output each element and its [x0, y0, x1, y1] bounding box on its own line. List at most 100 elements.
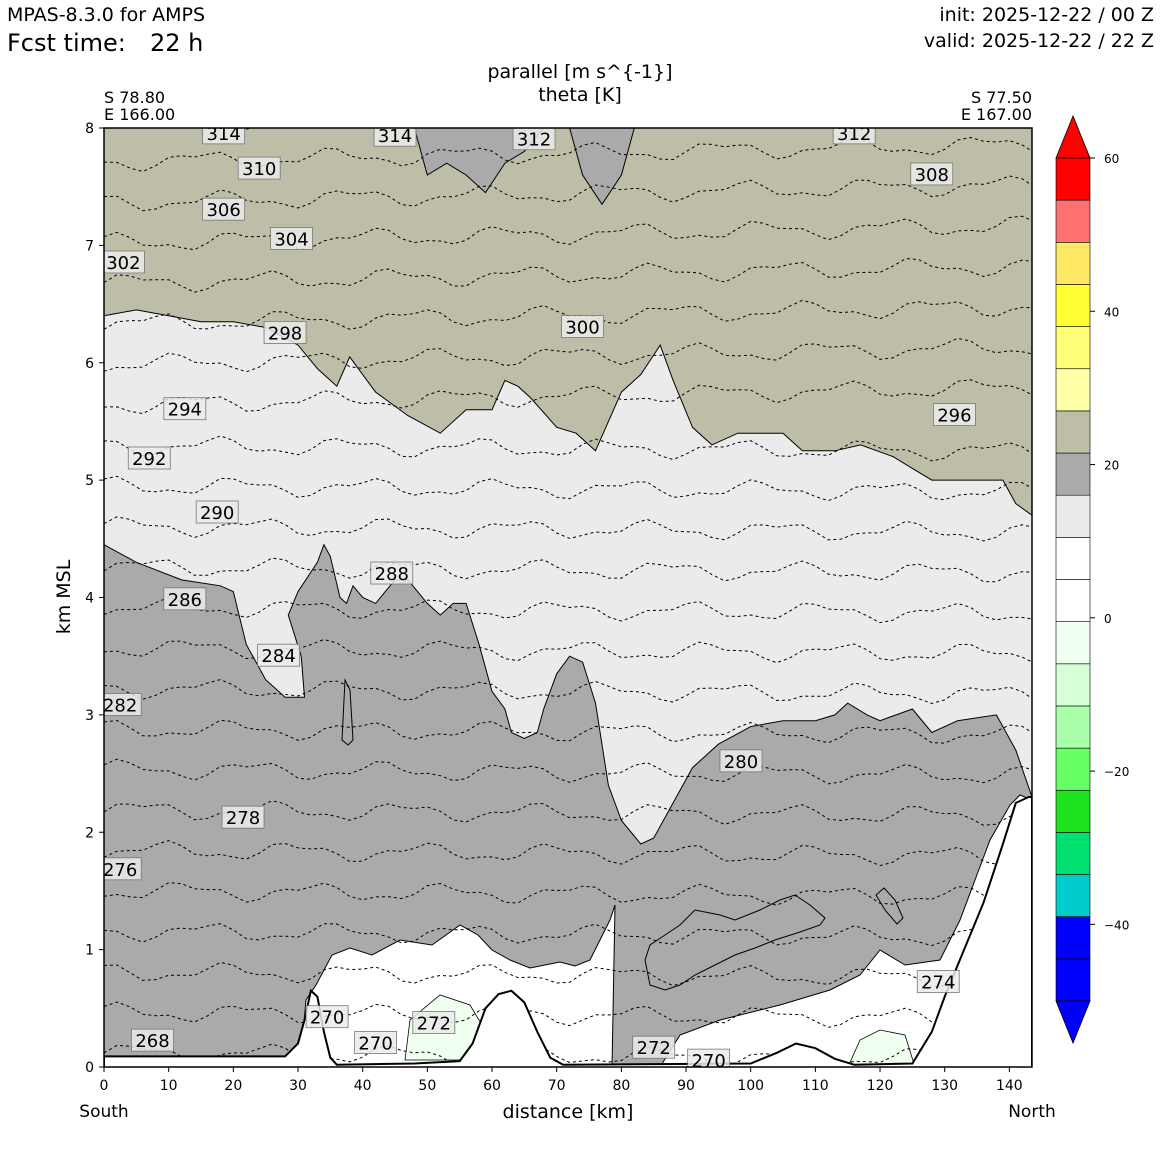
- colorbar-tick-label: −40: [1104, 918, 1129, 932]
- fcst-value: 22 h: [150, 29, 204, 57]
- theta-label: 310: [242, 159, 276, 180]
- theta-label: 270: [358, 1034, 392, 1055]
- x-tick-label: 80: [612, 1078, 630, 1094]
- left-lon: E 166.00: [104, 105, 175, 124]
- theta-isoline: [104, 175, 1032, 212]
- plot-area: 314 314 312 312 310 308 306 304 302 300 298 296 294 2…: [104, 124, 1032, 1072]
- y-tick-label: 3: [85, 708, 94, 724]
- theta-label: 288: [375, 564, 409, 585]
- colorbar-bin: [1055, 747, 1091, 791]
- x-axis-ticks: 0 10 20 30 40 50 60 70 80 90 100 110 120 130 140: [100, 1067, 1023, 1094]
- theta-label-box: [832, 128, 876, 145]
- theta-label-box: [561, 315, 604, 338]
- white-calm-region: [299, 904, 616, 1067]
- theta-isoline: [104, 596, 1032, 624]
- colorbar-bin: [1055, 410, 1091, 454]
- x-tick-label: 120: [867, 1078, 894, 1094]
- y-axis-ticks: 0 1 2 3 4 5 6 7 8: [85, 121, 104, 1076]
- x-axis-right-end: North: [1008, 1102, 1056, 1122]
- theta-label-box: [104, 250, 145, 274]
- y-tick-label: 8: [85, 121, 94, 137]
- theta-isoline: [104, 1001, 1032, 1028]
- y-tick-label: 6: [85, 356, 94, 372]
- colorbar-bin: [1055, 621, 1091, 665]
- theta-label-box: [131, 1028, 174, 1052]
- colorbar-bin: [1055, 874, 1091, 917]
- init-time: init: 2025-12-22 / 00 Z: [939, 4, 1154, 26]
- x-axis-label: distance [km]: [503, 1101, 634, 1123]
- theta-label: 292: [132, 449, 166, 470]
- y-tick-label: 0: [85, 1060, 94, 1076]
- theta-label-box: [373, 128, 417, 147]
- colorbar: 60 40 20 0 −20 −40: [1055, 114, 1129, 1045]
- theta-label-box: [632, 1035, 676, 1059]
- colorbar-tick-label: 20: [1104, 459, 1119, 473]
- theta-isoline: [104, 719, 1032, 744]
- x-axis-left-end: South: [79, 1102, 128, 1122]
- colorbar-tick-label: 0: [1104, 612, 1112, 626]
- theta-isoline: [104, 516, 1032, 542]
- x-tick-label: 130: [931, 1078, 958, 1094]
- theta-label: 314: [206, 124, 240, 145]
- y-tick-label: 7: [85, 238, 94, 254]
- colorbar-max-arrow: [1055, 114, 1091, 159]
- theta-label: 272: [417, 1014, 451, 1035]
- colorbar-bin: [1055, 537, 1091, 580]
- theta-isoline: [104, 379, 1032, 415]
- x-tick-label: 70: [548, 1078, 566, 1094]
- colorbar-bin: [1055, 579, 1091, 622]
- x-tick-label: 30: [289, 1078, 307, 1094]
- theta-label: 270: [310, 1008, 344, 1029]
- theta-contour-lines: [104, 128, 1032, 1067]
- light-green-region-right: [847, 1029, 916, 1067]
- theta-label: 306: [206, 200, 240, 221]
- left-lat: S 78.80: [104, 88, 165, 107]
- theta-label-box: [370, 561, 414, 585]
- chart-title-line2: theta [K]: [538, 84, 622, 106]
- theta-label-box: [305, 1005, 349, 1029]
- theta-label: 294: [168, 400, 202, 421]
- theta-label: 304: [274, 230, 308, 251]
- theta-isoline: [104, 557, 1032, 583]
- theta-label: 312: [837, 124, 871, 145]
- x-tick-label: 10: [160, 1078, 178, 1094]
- white-calm-region-right: [659, 794, 1032, 1067]
- x-tick-label: 20: [224, 1078, 242, 1094]
- colorbar-bin: [1055, 705, 1091, 749]
- theta-label-box: [104, 857, 142, 881]
- colorbar-bin: [1055, 789, 1091, 833]
- theta-label-box: [163, 587, 207, 611]
- theta-label-box: [412, 1011, 456, 1034]
- fcst-label: Fcst time:: [7, 29, 126, 57]
- colorbar-bin: [1055, 452, 1091, 496]
- theta-label-box: [354, 1031, 398, 1054]
- theta-label-box: [195, 500, 239, 524]
- theta-label: 268: [135, 1031, 169, 1052]
- colorbar-bin: [1055, 284, 1091, 327]
- theta-label-box: [910, 162, 954, 186]
- colorbar-bin: [1055, 494, 1091, 538]
- theta-label-box: [257, 643, 301, 667]
- colorbar-bin: [1055, 832, 1091, 875]
- terrain-surface: [104, 796, 1032, 1067]
- theta-isoline: [104, 679, 1032, 705]
- gray-blob-small: [875, 887, 904, 925]
- theta-label-box: [202, 197, 246, 221]
- theta-label: 270: [691, 1051, 725, 1072]
- theta-label: 298: [268, 323, 302, 344]
- theta-label: 280: [724, 752, 758, 773]
- y-tick-label: 1: [85, 943, 94, 959]
- colorbar-tick-label: 40: [1104, 305, 1119, 319]
- theta-isoline: [104, 435, 1032, 462]
- theta-isoline: [104, 337, 1032, 373]
- colorbar-tick-label: 60: [1104, 152, 1119, 166]
- theta-label-box: [127, 446, 171, 470]
- theta-label-box: [104, 693, 142, 716]
- chart-title-line1: parallel [m s^{-1}]: [487, 61, 672, 83]
- theta-label-box: [932, 403, 976, 426]
- colorbar-bin: [1055, 368, 1091, 412]
- theta-label: 284: [261, 646, 295, 667]
- theta-label: 278: [226, 808, 260, 829]
- theta-label: 274: [921, 972, 955, 993]
